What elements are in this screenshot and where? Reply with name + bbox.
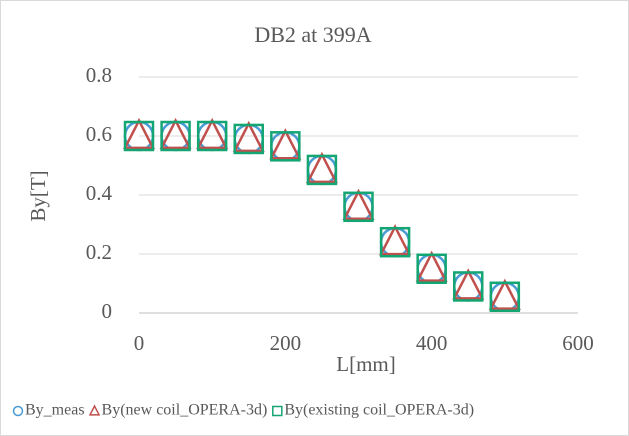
legend-marker (272, 405, 283, 417)
x-tick-label: 200 (270, 331, 302, 355)
legend-label: By(new coil_OPERA-3d) (102, 402, 268, 419)
point (342, 188, 375, 220)
point (196, 117, 229, 150)
x-tick-label: 0 (134, 331, 145, 355)
point (269, 128, 302, 160)
x-tick-label: 400 (416, 331, 448, 355)
legend-label: By(existing coil_OPERA-3d) (284, 402, 474, 419)
chart-title: DB2 at 399A (254, 22, 371, 47)
point (196, 120, 228, 152)
point (343, 191, 374, 223)
y-tick-label: 0.6 (86, 122, 112, 146)
point (379, 226, 411, 258)
point (379, 224, 412, 256)
point (122, 117, 156, 150)
legend-marker (88, 404, 101, 416)
x-axis-label: L[mm] (336, 352, 395, 376)
point (416, 253, 447, 284)
point (488, 278, 521, 310)
point (415, 250, 448, 282)
point (160, 120, 191, 152)
y-tick-label: 0.4 (86, 181, 113, 205)
y-axis-label: By[T] (26, 170, 50, 221)
point (270, 131, 301, 162)
point (232, 120, 265, 153)
point (233, 123, 264, 155)
point (453, 271, 484, 302)
point (159, 117, 192, 150)
legend-marker (12, 405, 24, 417)
x-tick-label: 600 (562, 331, 594, 355)
point (306, 154, 338, 186)
point (452, 268, 485, 300)
legend-label: By_meas (25, 402, 85, 419)
y-tick-label: 0 (102, 299, 113, 323)
point (489, 281, 521, 313)
point (305, 151, 338, 184)
point (123, 120, 155, 152)
y-tick-label: 0.8 (86, 63, 112, 87)
y-tick-label: 0.2 (86, 240, 112, 264)
